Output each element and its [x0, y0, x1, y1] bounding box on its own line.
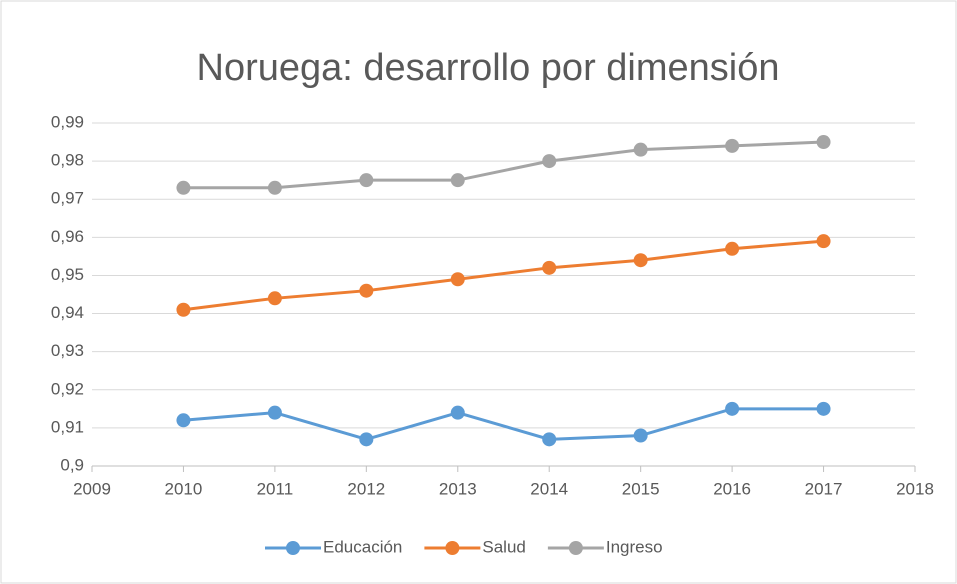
data-point	[633, 142, 648, 157]
data-point	[176, 413, 191, 428]
data-point	[816, 401, 831, 416]
y-tick-label: 0,95	[51, 265, 84, 284]
y-tick-label: 0,92	[51, 379, 84, 398]
y-tick-label: 0,9	[60, 455, 84, 474]
x-tick-label: 2011	[257, 479, 294, 498]
data-point	[816, 135, 831, 150]
x-tick-label: 2012	[347, 479, 385, 498]
legend-label: Ingreso	[606, 537, 663, 556]
x-tick-label: 2014	[530, 479, 568, 498]
data-point	[633, 428, 648, 443]
data-point	[450, 173, 465, 188]
x-tick-label: 2013	[439, 479, 477, 498]
data-point	[542, 432, 557, 447]
data-point	[725, 401, 740, 416]
series-line	[183, 239, 824, 312]
data-point	[725, 241, 740, 256]
legend-marker	[286, 541, 300, 555]
data-point	[725, 138, 740, 153]
x-tick-label: 2018	[896, 479, 934, 498]
legend-label: Salud	[482, 537, 525, 556]
data-point	[633, 253, 648, 268]
data-point	[359, 173, 374, 188]
y-tick-label: 0,98	[51, 151, 84, 170]
y-tick-label: 0,97	[51, 189, 84, 208]
series-line	[183, 407, 824, 441]
data-point	[450, 272, 465, 287]
y-tick-label: 0,91	[51, 417, 84, 436]
x-tick-label: 2017	[805, 479, 843, 498]
y-tick-label: 0,94	[51, 303, 84, 322]
data-point	[267, 180, 282, 195]
y-tick-label: 0,96	[51, 227, 84, 246]
legend-marker	[568, 541, 583, 555]
data-point	[816, 234, 831, 249]
data-point	[267, 405, 282, 420]
legend-label: Educación	[323, 537, 402, 556]
data-point	[267, 291, 282, 306]
x-tick-label: 2010	[165, 479, 203, 498]
data-point	[176, 180, 191, 195]
legend-marker	[445, 541, 460, 555]
y-tick-label: 0,99	[51, 112, 84, 131]
data-point	[176, 302, 191, 317]
y-tick-label: 0,93	[51, 341, 84, 360]
data-point	[450, 405, 465, 420]
data-point	[359, 283, 374, 298]
x-tick-label: 2016	[713, 479, 751, 498]
data-point	[542, 260, 557, 275]
x-tick-label: 2009	[73, 479, 111, 498]
data-point	[542, 154, 557, 169]
series-line	[183, 140, 824, 190]
chart-title: Noruega: desarrollo por dimensión	[197, 47, 780, 89]
x-tick-label: 2015	[622, 479, 660, 498]
data-point	[359, 432, 374, 447]
